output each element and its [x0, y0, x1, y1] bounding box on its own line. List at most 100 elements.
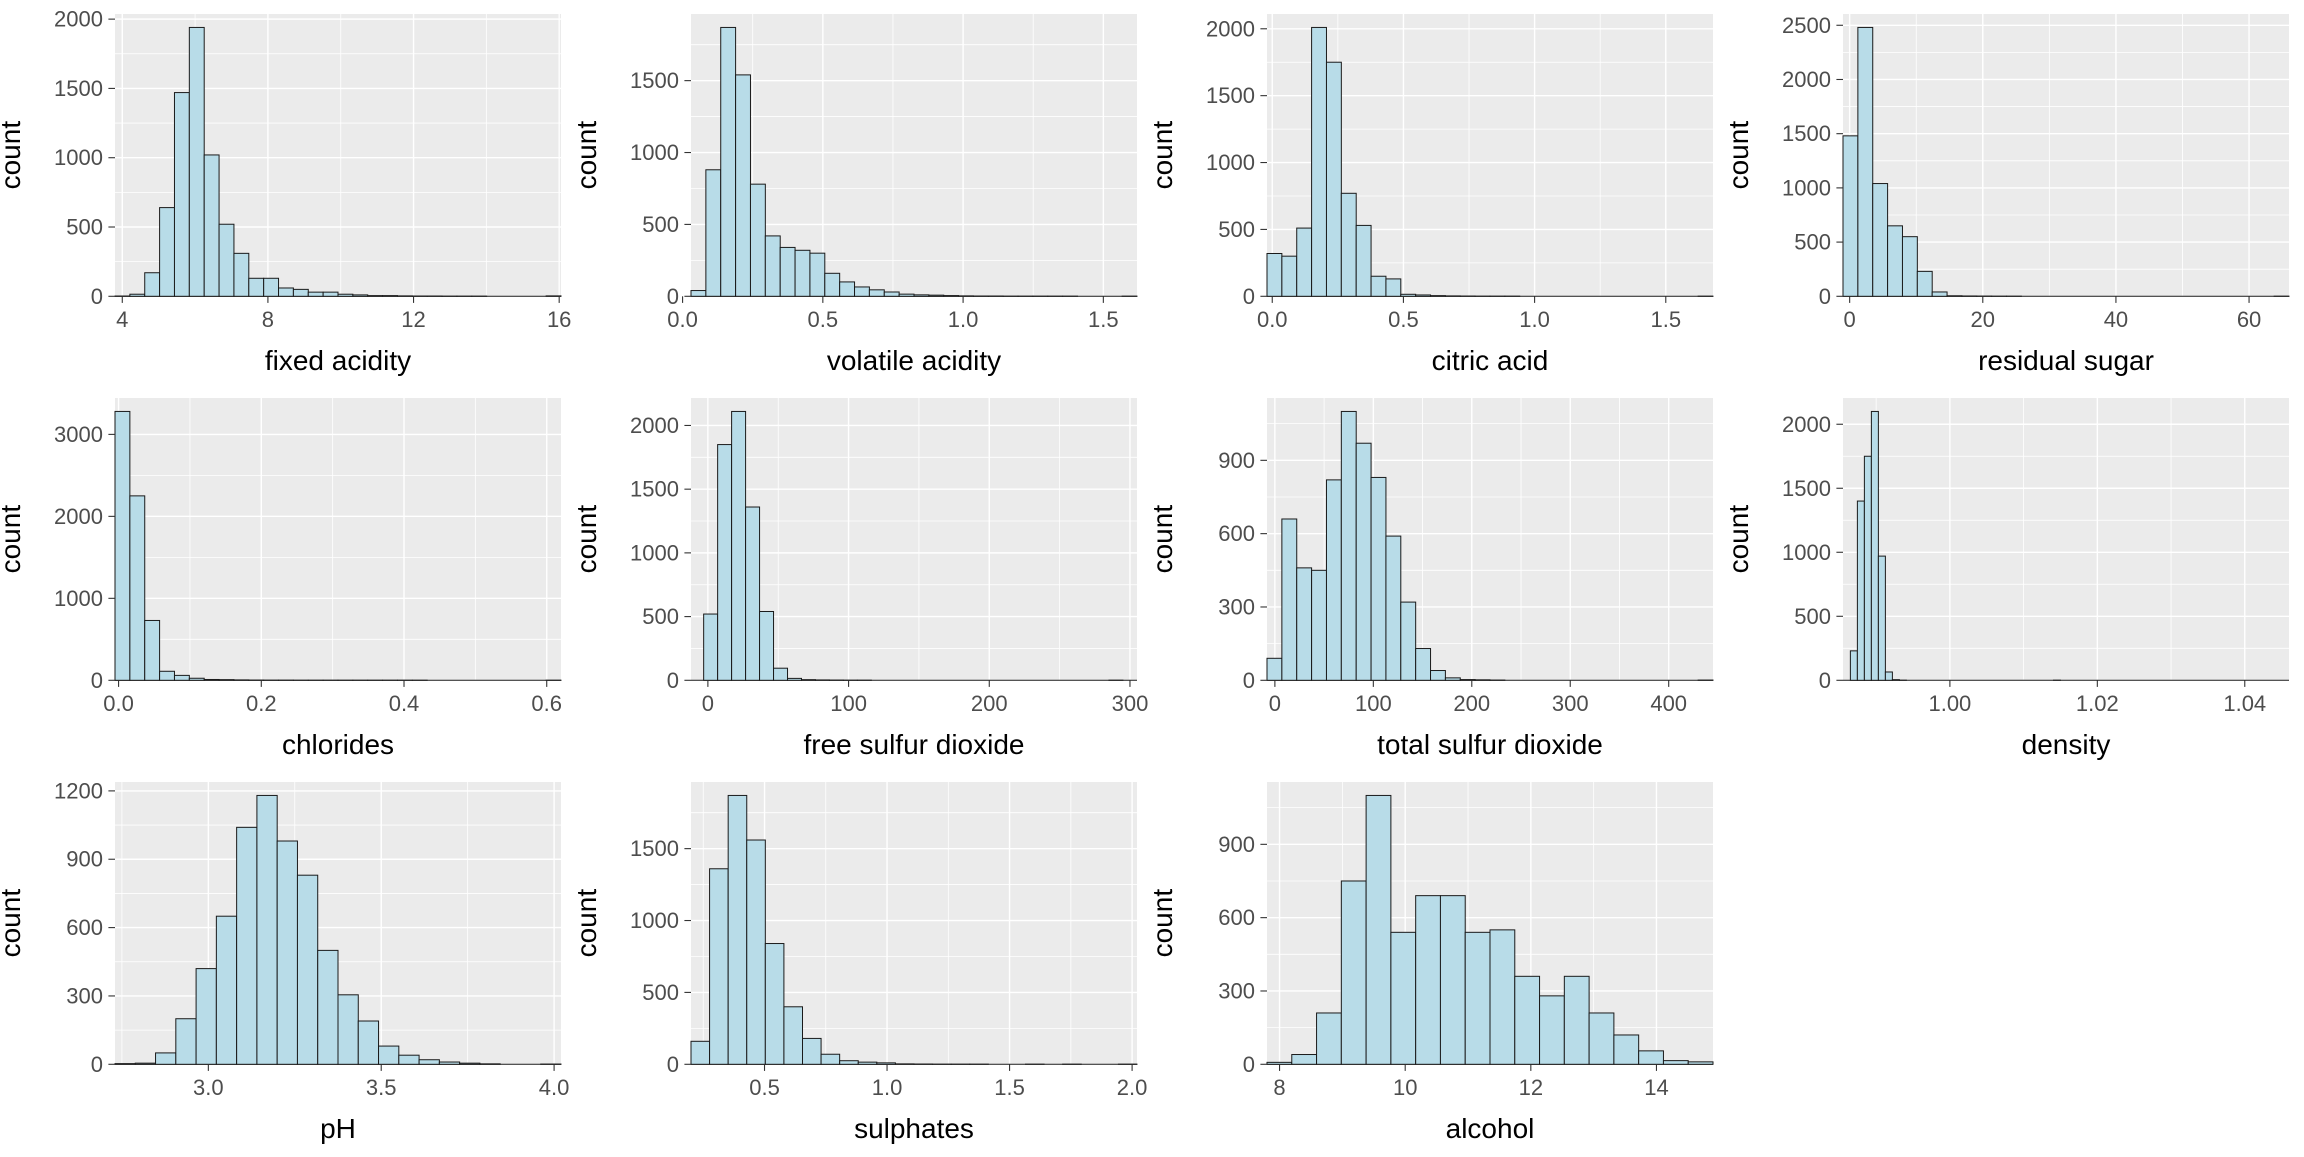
svg-text:0: 0 [91, 668, 103, 693]
svg-text:citric acid: citric acid [1432, 345, 1549, 376]
svg-text:500: 500 [1794, 230, 1831, 255]
svg-text:2000: 2000 [54, 7, 103, 32]
svg-text:100: 100 [1355, 691, 1392, 716]
svg-text:10: 10 [1393, 1075, 1417, 1100]
svg-text:count: count [1152, 121, 1178, 190]
svg-text:600: 600 [66, 915, 103, 940]
svg-text:count: count [576, 505, 602, 574]
svg-text:14: 14 [1644, 1075, 1668, 1100]
svg-text:8: 8 [1273, 1075, 1285, 1100]
svg-text:1000: 1000 [54, 586, 103, 611]
svg-text:0.0: 0.0 [667, 307, 698, 332]
svg-text:count: count [1152, 889, 1178, 958]
svg-text:count: count [576, 889, 602, 958]
svg-text:0: 0 [1269, 691, 1281, 716]
svg-text:count: count [0, 121, 26, 190]
svg-text:60: 60 [2237, 307, 2261, 332]
svg-text:600: 600 [1218, 521, 1255, 546]
svg-text:16: 16 [547, 307, 571, 332]
svg-text:200: 200 [971, 691, 1008, 716]
svg-text:2000: 2000 [630, 413, 679, 438]
svg-text:1.0: 1.0 [948, 307, 979, 332]
svg-text:300: 300 [1112, 691, 1149, 716]
svg-text:1000: 1000 [630, 140, 679, 165]
svg-text:1200: 1200 [54, 778, 103, 803]
svg-text:total sulfur dioxide: total sulfur dioxide [1377, 729, 1603, 760]
svg-text:3.5: 3.5 [366, 1075, 397, 1100]
svg-text:300: 300 [66, 983, 103, 1008]
svg-text:1.5: 1.5 [994, 1075, 1025, 1100]
svg-text:2000: 2000 [1206, 16, 1255, 41]
svg-text:0.5: 0.5 [1388, 307, 1419, 332]
svg-text:2.0: 2.0 [1117, 1075, 1148, 1100]
svg-text:500: 500 [1218, 217, 1255, 242]
svg-text:0: 0 [667, 284, 679, 309]
svg-text:count: count [0, 889, 26, 958]
svg-text:residual sugar: residual sugar [1978, 345, 2154, 376]
svg-text:1500: 1500 [630, 68, 679, 93]
svg-text:1000: 1000 [1782, 175, 1831, 200]
svg-text:1500: 1500 [1206, 83, 1255, 108]
svg-text:500: 500 [66, 215, 103, 240]
svg-text:300: 300 [1218, 594, 1255, 619]
svg-text:0: 0 [702, 691, 714, 716]
svg-text:2000: 2000 [54, 504, 103, 529]
svg-text:12: 12 [401, 307, 425, 332]
svg-text:pH: pH [320, 1113, 356, 1144]
svg-text:100: 100 [830, 691, 867, 716]
svg-text:1000: 1000 [1782, 540, 1831, 565]
svg-text:2000: 2000 [1782, 67, 1831, 92]
svg-text:count: count [1152, 505, 1178, 574]
svg-text:0: 0 [91, 1052, 103, 1077]
svg-text:1500: 1500 [630, 477, 679, 502]
svg-text:density: density [2022, 729, 2111, 760]
svg-text:count: count [576, 121, 602, 190]
svg-text:200: 200 [1453, 691, 1490, 716]
svg-text:0: 0 [1844, 307, 1856, 332]
svg-text:chlorides: chlorides [282, 729, 394, 760]
svg-text:2000: 2000 [1782, 412, 1831, 437]
svg-text:3.0: 3.0 [193, 1075, 224, 1100]
svg-text:1000: 1000 [630, 540, 679, 565]
svg-text:1500: 1500 [630, 836, 679, 861]
svg-text:0: 0 [1243, 284, 1255, 309]
svg-text:300: 300 [1552, 691, 1589, 716]
svg-text:count: count [1728, 505, 1754, 574]
svg-text:900: 900 [1218, 832, 1255, 857]
svg-text:0.2: 0.2 [246, 691, 277, 716]
svg-text:1.0: 1.0 [1519, 307, 1550, 332]
svg-text:1500: 1500 [1782, 476, 1831, 501]
svg-text:4: 4 [116, 307, 128, 332]
svg-text:1000: 1000 [1206, 150, 1255, 175]
svg-text:0.0: 0.0 [103, 691, 134, 716]
svg-text:1500: 1500 [1782, 121, 1831, 146]
svg-text:20: 20 [1971, 307, 1995, 332]
svg-text:500: 500 [1794, 604, 1831, 629]
svg-text:0.4: 0.4 [389, 691, 420, 716]
svg-text:3000: 3000 [54, 422, 103, 447]
svg-text:500: 500 [642, 212, 679, 237]
svg-text:0: 0 [1819, 284, 1831, 309]
svg-text:alcohol: alcohol [1446, 1113, 1535, 1144]
svg-text:count: count [0, 505, 26, 574]
svg-text:0: 0 [1819, 668, 1831, 693]
svg-text:900: 900 [1218, 448, 1255, 473]
svg-text:1500: 1500 [54, 76, 103, 101]
svg-text:volatile acidity: volatile acidity [827, 345, 1001, 376]
svg-text:1.02: 1.02 [2076, 691, 2119, 716]
svg-text:0: 0 [667, 1052, 679, 1077]
svg-text:1.00: 1.00 [1928, 691, 1971, 716]
svg-text:2500: 2500 [1782, 13, 1831, 38]
svg-text:0.0: 0.0 [1257, 307, 1288, 332]
svg-text:500: 500 [642, 980, 679, 1005]
svg-text:1.0: 1.0 [872, 1075, 903, 1100]
svg-text:0.6: 0.6 [531, 691, 562, 716]
svg-text:4.0: 4.0 [539, 1075, 570, 1100]
svg-text:12: 12 [1519, 1075, 1543, 1100]
svg-text:900: 900 [66, 847, 103, 872]
svg-text:0: 0 [667, 668, 679, 693]
svg-text:0: 0 [1243, 668, 1255, 693]
svg-text:count: count [1728, 121, 1754, 190]
svg-text:600: 600 [1218, 905, 1255, 930]
svg-text:300: 300 [1218, 978, 1255, 1003]
